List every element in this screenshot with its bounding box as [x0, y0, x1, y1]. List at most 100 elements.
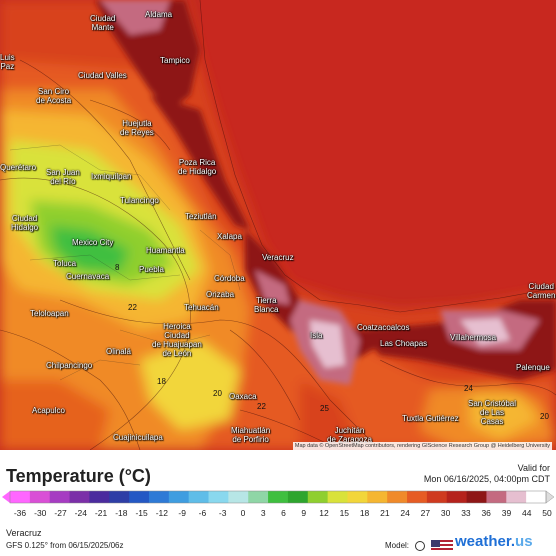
city-label: Ciudad Hidalgo: [11, 214, 39, 232]
scale-tick-label: -6: [198, 508, 207, 518]
scale-swatch: [307, 491, 329, 503]
scale-swatch: [49, 491, 71, 503]
scale-tick-label: 21: [380, 508, 390, 518]
scale-swatch: [188, 491, 210, 503]
us-flag-icon: [431, 540, 454, 552]
scale-max-arrow: [545, 490, 555, 504]
city-label: San Cristóbal de Las Casas: [468, 399, 517, 426]
scale-tick-label: -3: [218, 508, 227, 518]
scale-swatch: [466, 491, 487, 503]
city-label: Luis Paz: [0, 53, 15, 71]
scale-swatch: [268, 491, 289, 503]
city-label: Querétaro: [0, 163, 37, 172]
model-run-label: GFS 0.125° from 06/15/2025/06z: [6, 541, 124, 550]
city-label: Palenque: [516, 363, 550, 372]
scale-tick-label: 39: [501, 508, 512, 518]
scale-tick-label: -27: [54, 508, 67, 518]
city-label: Poza Rica de Hidalgo: [178, 158, 217, 176]
scale-tick-label: 9: [301, 508, 307, 518]
scale-tick-label: -15: [135, 508, 148, 518]
model-selector[interactable]: Model:: [385, 540, 454, 552]
scale-swatch: [367, 491, 388, 503]
scale-swatch: [347, 491, 368, 503]
scale-swatch: [228, 491, 249, 503]
temperature-field: [0, 0, 556, 450]
city-label: Olinalá: [106, 347, 131, 356]
scale-swatch: [29, 491, 51, 503]
city-label: Ciudad Mante: [90, 14, 116, 32]
search-icon[interactable]: [415, 541, 426, 551]
scale-tick-label: -12: [155, 508, 169, 518]
city-label: San Juan del Río: [46, 168, 80, 186]
scale-swatch: [506, 491, 527, 503]
scale-tick-label: 30: [440, 508, 451, 518]
region-label: Veracruz: [6, 528, 42, 538]
scale-swatch: [486, 491, 507, 503]
city-label: Tuxtla Gutiérrez: [402, 414, 459, 423]
scale-swatch: [148, 491, 170, 503]
city-label: Tehuacán: [184, 303, 219, 312]
city-label: Toluca: [53, 259, 77, 268]
city-label: Veracruz: [262, 253, 294, 262]
scale-tick-label: 3: [260, 508, 266, 518]
scale-swatch: [109, 491, 130, 503]
valid-datetime: Mon 06/16/2025, 04:00pm CDT: [423, 474, 550, 484]
point-value: 25: [320, 404, 329, 413]
model-label: Model:: [385, 541, 410, 551]
city-label: Huamantla: [146, 246, 185, 255]
scale-swatch: [89, 491, 110, 503]
city-label: Xalapa: [217, 232, 242, 241]
scale-tick-label: 36: [481, 508, 491, 518]
city-label: Orizaba: [206, 290, 235, 299]
city-label: Isla: [310, 331, 323, 340]
city-label: Ixmiquilpan: [91, 172, 132, 181]
legend-title: Temperature (°C): [6, 466, 151, 486]
point-value: 22: [128, 303, 137, 312]
city-label: Heroica Ciudad de Huajuapan de León: [152, 322, 202, 358]
city-label: Juchitán de Zaragoza: [327, 426, 372, 444]
city-label: Ciudad Valles: [78, 71, 127, 80]
scale-tick-label: 33: [461, 508, 471, 518]
scale-tick-label: -18: [115, 508, 128, 518]
scale-swatch: [426, 491, 448, 503]
city-label: Miahuatlán de Porfirio: [231, 426, 271, 444]
scale-swatch: [69, 491, 90, 503]
scale-tick-label: 15: [339, 508, 350, 518]
color-scale-ticks: -36 -30 -27 -24 -21 -18 -15 -12 -9 -6 -3 0 3 6 9 12 15 18…: [0, 508, 556, 520]
city-label: Tierra Blanca: [254, 296, 279, 314]
city-label: Tulancingo: [120, 196, 159, 205]
valid-label: Valid for: [517, 463, 550, 473]
scale-tick-label: 12: [319, 508, 329, 518]
scale-swatch: [10, 491, 31, 503]
scale-tick-label: 24: [400, 508, 410, 518]
scale-tick-label: 6: [281, 508, 286, 518]
scale-swatch: [129, 491, 150, 503]
scale-swatch: [446, 491, 468, 503]
city-label: Teziutlán: [185, 212, 217, 221]
scale-tick-label: -9: [178, 508, 186, 518]
valid-time: Valid for Mon 06/16/2025, 04:00pm CDT: [424, 463, 550, 485]
temperature-map[interactable]: Ciudad Mante Aldama Tampico Ciudad Valle…: [0, 0, 556, 450]
scale-swatch: [526, 491, 547, 503]
city-label: Acapulco: [32, 406, 65, 415]
map-attribution: Map data © OpenStreetMap contributors, r…: [292, 442, 552, 450]
city-label: Ciudad Carmen: [527, 282, 556, 300]
city-label: Mexico City: [72, 238, 114, 247]
point-value: 20: [540, 412, 549, 421]
scale-tick-label: -24: [74, 508, 87, 518]
scale-swatch: [208, 491, 229, 503]
color-scale-bar: [2, 490, 555, 504]
scale-tick-label: 0: [240, 508, 246, 518]
scale-tick-label: -30: [34, 508, 47, 518]
scale-tick-label: -21: [94, 508, 108, 518]
scale-swatch: [248, 491, 269, 503]
city-label: Villahermosa: [450, 333, 497, 342]
city-label: Coatzacoalcos: [357, 323, 410, 332]
city-label: Las Choapas: [380, 339, 428, 348]
scale-tick-label: 27: [420, 508, 431, 518]
city-label: Cuernavaca: [66, 272, 110, 281]
city-label: Tampico: [160, 56, 190, 65]
scale-swatch: [327, 491, 348, 503]
scale-tick-label: 50: [542, 508, 552, 518]
weather-us-logo[interactable]: weather.us: [455, 533, 533, 550]
